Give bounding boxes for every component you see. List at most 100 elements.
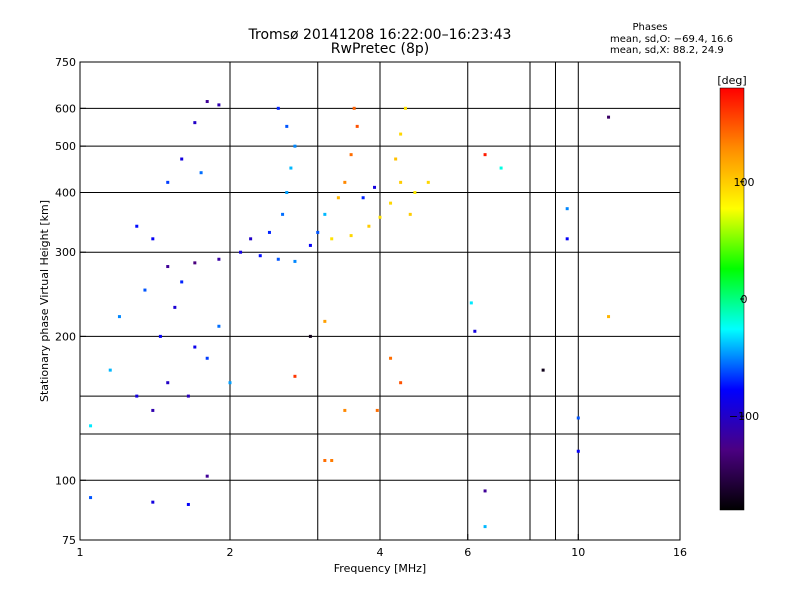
data-point	[323, 212, 327, 216]
data-point	[367, 224, 371, 228]
data-point	[151, 237, 155, 241]
data-point	[389, 356, 393, 360]
data-point	[499, 166, 503, 170]
data-point	[330, 458, 334, 462]
data-point	[607, 315, 611, 319]
y-tick-label: 75	[62, 534, 76, 547]
y-tick-label: 600	[55, 102, 76, 115]
data-point	[217, 103, 221, 107]
data-point	[483, 153, 487, 157]
y-axis: 75 100 200 300 400 500 600 750	[55, 56, 86, 547]
x-tick-label: 1	[77, 546, 84, 559]
data-point	[89, 424, 93, 428]
x-tick-label: 6	[464, 546, 471, 559]
data-point	[117, 315, 121, 319]
y-axis-title: Stationary phase Virtual Height [km]	[38, 200, 51, 402]
y-tick-label: 400	[55, 186, 76, 199]
chart-title: Tromsø 20141208 16:22:00–16:23:43	[248, 27, 512, 43]
data-point	[375, 408, 379, 412]
data-point	[166, 180, 170, 184]
data-point	[426, 180, 430, 184]
phase-stats-x-mode: mean, sd,X: 88.2, 24.9	[610, 45, 724, 56]
colorbar-tick-label: 100	[734, 176, 755, 189]
x-tick-label: 16	[673, 546, 687, 559]
data-point	[330, 237, 334, 241]
data-point	[293, 144, 297, 148]
data-point	[403, 106, 407, 110]
data-point	[281, 212, 285, 216]
data-point	[205, 474, 209, 478]
y-tick-label: 100	[55, 474, 76, 487]
colorbar-tick-label: 0	[741, 293, 748, 306]
data-point	[151, 500, 155, 504]
data-point	[323, 458, 327, 462]
y-tick-label: 500	[55, 140, 76, 153]
x-axis-title: Frequency [MHz]	[334, 562, 426, 575]
data-point	[108, 368, 112, 372]
data-point	[607, 115, 611, 119]
grid	[80, 62, 680, 540]
data-point	[349, 234, 353, 238]
data-point	[193, 261, 197, 265]
data-point	[239, 250, 243, 254]
data-point	[186, 394, 190, 398]
data-points	[89, 100, 611, 529]
x-tick-label: 2	[227, 546, 234, 559]
data-point	[205, 100, 209, 104]
data-point	[336, 196, 340, 200]
x-axis: 1 2 4 6 10 16	[77, 534, 687, 559]
data-point	[323, 319, 327, 323]
data-point	[355, 124, 359, 128]
data-point	[151, 408, 155, 412]
colorbar-tick-label: −100	[729, 410, 759, 423]
data-point	[180, 157, 184, 161]
y-tick-label: 300	[55, 246, 76, 259]
data-point	[135, 394, 139, 398]
data-point	[399, 180, 403, 184]
data-point	[399, 381, 403, 385]
colorbar-unit-label: [deg]	[717, 74, 746, 87]
data-point	[143, 288, 147, 292]
data-point	[193, 345, 197, 349]
data-point	[308, 243, 312, 247]
y-tick-label: 750	[55, 56, 76, 69]
data-point	[565, 237, 569, 241]
data-point	[316, 230, 320, 234]
data-point	[205, 356, 209, 360]
data-point	[186, 502, 190, 506]
data-point	[285, 124, 289, 128]
data-point	[166, 381, 170, 385]
x-tick-label: 4	[377, 546, 384, 559]
data-point	[158, 334, 162, 338]
data-point	[473, 329, 477, 333]
data-point	[576, 416, 580, 420]
data-point	[349, 153, 353, 157]
data-point	[166, 265, 170, 269]
phase-stats-heading: Phases	[632, 22, 668, 33]
data-point	[565, 207, 569, 211]
data-point	[135, 224, 139, 228]
data-point	[193, 121, 197, 125]
data-point	[361, 196, 365, 200]
data-point	[399, 132, 403, 136]
colorbar: [deg] 100 0 −100	[717, 74, 759, 511]
data-point	[249, 237, 253, 241]
data-point	[293, 259, 297, 263]
data-point	[352, 106, 356, 110]
data-point	[343, 180, 347, 184]
data-point	[373, 185, 377, 189]
data-point	[258, 254, 262, 258]
chart-subtitle: RwPretec (8p)	[330, 41, 430, 57]
data-point	[408, 212, 412, 216]
data-point	[469, 301, 473, 305]
x-tick-label: 10	[571, 546, 585, 559]
data-point	[276, 106, 280, 110]
data-point	[343, 408, 347, 412]
data-point	[217, 257, 221, 261]
data-point	[89, 496, 93, 500]
data-point	[180, 280, 184, 284]
data-point	[394, 157, 398, 161]
data-point	[228, 381, 232, 385]
data-point	[293, 374, 297, 378]
